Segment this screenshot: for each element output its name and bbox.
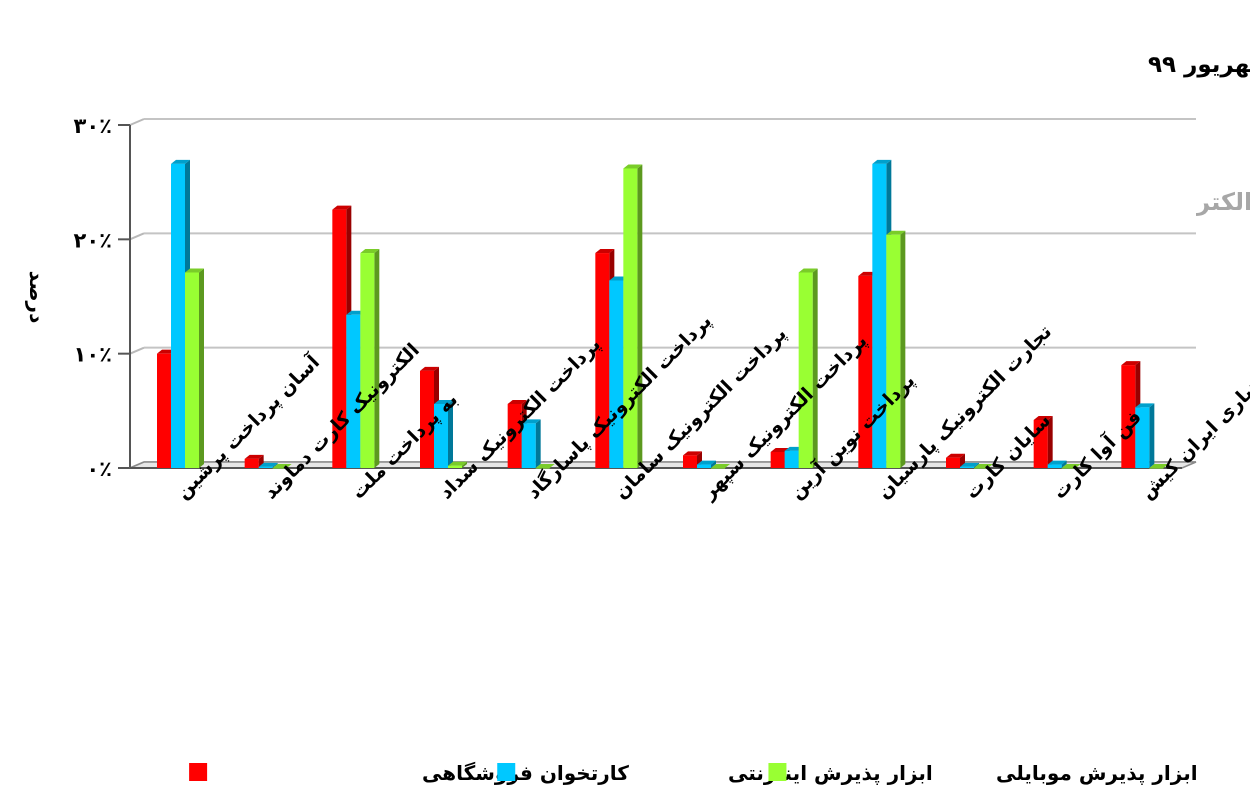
- chart-title: سهم شرکت‌های PSP از تعداد تراکنش‌های هر …: [1148, 52, 1250, 78]
- y-axis-label: درصد: [25, 271, 49, 324]
- bar: [623, 164, 643, 469]
- bar: [434, 399, 453, 468]
- bar: [974, 464, 993, 469]
- y-tick-label: ۱۰٪: [74, 343, 112, 367]
- bar: [521, 419, 541, 468]
- bar: [711, 464, 730, 469]
- bar: [185, 268, 204, 468]
- bar: [448, 461, 467, 468]
- legend-swatch: [189, 763, 208, 781]
- bar: [360, 249, 380, 468]
- axes: [118, 124, 1197, 469]
- legend-swatch: [768, 763, 787, 781]
- gridline-side: [129, 232, 145, 241]
- bar: [960, 462, 979, 468]
- gridlines: [129, 118, 1196, 469]
- bar: [697, 460, 716, 468]
- plot-background: [144, 119, 1196, 462]
- legend-label: کارتخوان فروشگاهی: [422, 761, 629, 785]
- bar: [798, 268, 818, 468]
- bar: [1135, 403, 1155, 468]
- bar: [258, 462, 278, 468]
- legend-label: ابزار پذیرش اینترنتی: [728, 761, 933, 786]
- bar: [1149, 464, 1169, 469]
- gridline-side: [129, 346, 145, 355]
- bar: [535, 464, 555, 469]
- legend-swatch: [497, 763, 516, 781]
- bars: [157, 159, 1169, 469]
- y-tick-label: ۲۰٪: [74, 228, 112, 252]
- gridline-side: [129, 118, 145, 126]
- y-tick-label: ۰٪: [86, 457, 112, 481]
- bar: [1047, 460, 1067, 468]
- legend: کارتخوان فروشگاهی ابزار پذیرش اینترنتی ابز…: [189, 761, 1198, 786]
- y-tick-label: ۳۰٪: [74, 114, 112, 138]
- legend-label: ابزار پذیرش موبایلی: [996, 761, 1198, 786]
- bar: [886, 230, 906, 468]
- bar: [272, 464, 292, 469]
- y-tick-labels: ۰٪ ۱۰٪ ۲۰٪ ۳۰٪: [74, 114, 112, 481]
- bar: [683, 451, 702, 468]
- bar: [1033, 415, 1053, 468]
- bar: [1061, 464, 1081, 469]
